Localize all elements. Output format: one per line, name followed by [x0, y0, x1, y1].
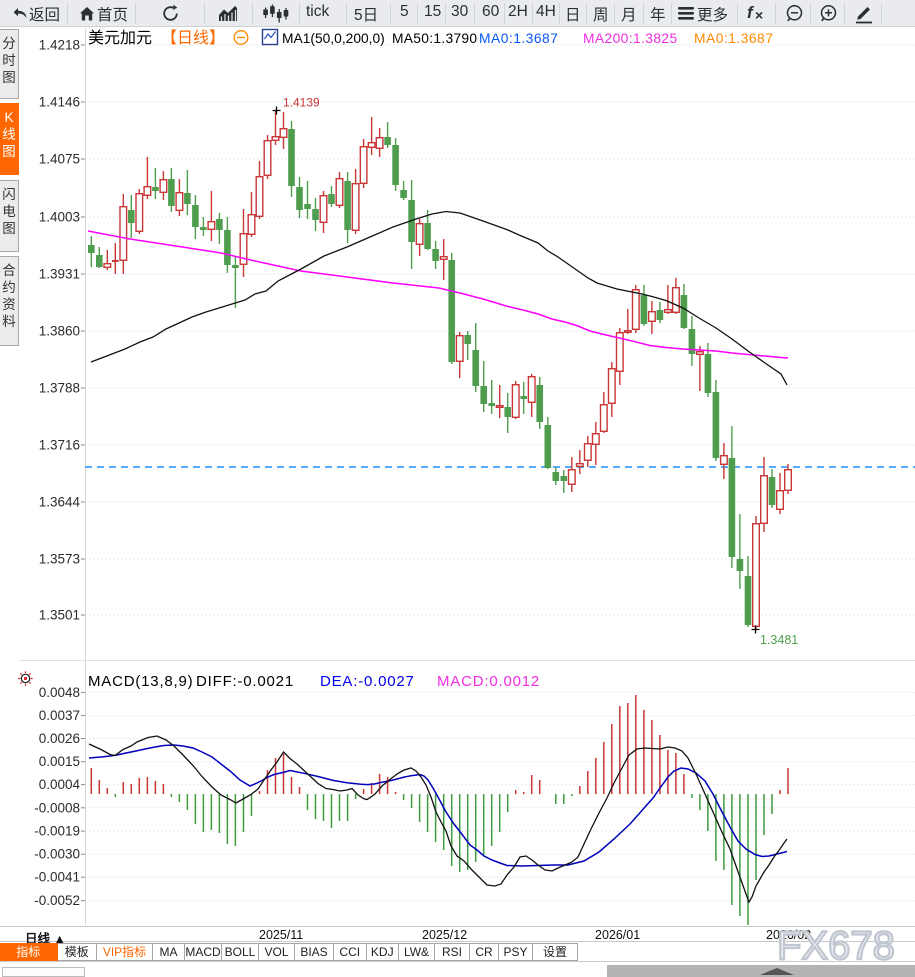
svg-text:MA1(50,0,200,0): MA1(50,0,200,0) — [282, 31, 385, 46]
svg-text:1.3860: 1.3860 — [39, 324, 80, 339]
svg-text:0.0048: 0.0048 — [39, 685, 80, 700]
svg-text:1.3716: 1.3716 — [39, 438, 80, 453]
svg-text:MACD(13,8,9): MACD(13,8,9) — [88, 673, 193, 690]
svg-text:1.4218: 1.4218 — [39, 38, 80, 53]
svg-text:DEA:-0.0027: DEA:-0.0027 — [320, 673, 415, 690]
svg-text:1.3788: 1.3788 — [39, 381, 80, 396]
svg-text:1.3573: 1.3573 — [39, 552, 80, 567]
svg-text:-0.0041: -0.0041 — [34, 870, 80, 885]
svg-text:1.4139: 1.4139 — [283, 96, 320, 110]
svg-text:1.3931: 1.3931 — [39, 267, 80, 282]
svg-text:MA0:1.3687: MA0:1.3687 — [694, 31, 773, 46]
svg-text:1.3501: 1.3501 — [39, 608, 80, 623]
svg-text:-0.0008: -0.0008 — [34, 800, 80, 815]
svg-text:1.4003: 1.4003 — [39, 210, 80, 225]
svg-text:1.4075: 1.4075 — [39, 152, 80, 167]
svg-text:MA0:1.3687: MA0:1.3687 — [479, 31, 558, 46]
svg-text:-0.0052: -0.0052 — [34, 893, 80, 908]
svg-text:MA200:1.3825: MA200:1.3825 — [583, 31, 678, 46]
svg-text:0.0004: 0.0004 — [39, 777, 81, 792]
svg-text:-0.0019: -0.0019 — [34, 824, 80, 839]
svg-text:1.4146: 1.4146 — [39, 95, 80, 110]
svg-text:MA50:1.3790: MA50:1.3790 — [392, 31, 477, 46]
svg-text:1.3644: 1.3644 — [39, 495, 81, 510]
svg-text:-0.0030: -0.0030 — [34, 847, 80, 862]
svg-text:美元加元: 美元加元 — [88, 29, 152, 47]
svg-text:0.0015: 0.0015 — [39, 754, 80, 769]
svg-text:MACD:0.0012: MACD:0.0012 — [437, 673, 540, 690]
svg-text:DIFF:-0.0021: DIFF:-0.0021 — [196, 673, 294, 690]
svg-text:0.0026: 0.0026 — [39, 731, 80, 746]
svg-text:【日线】: 【日线】 — [161, 29, 225, 47]
svg-text:0.0037: 0.0037 — [39, 708, 80, 723]
svg-text:1.3481: 1.3481 — [760, 633, 798, 647]
